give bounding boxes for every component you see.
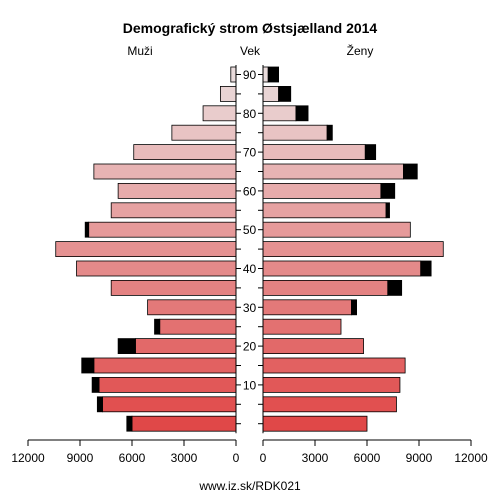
age-label-70: 70 <box>243 146 257 160</box>
male-bar-60-64 <box>117 182 237 199</box>
age-label-80: 80 <box>243 107 257 121</box>
male-bar-50-54 <box>88 221 237 238</box>
label-age: Vek <box>240 44 261 58</box>
female-bar-50-54 <box>262 221 411 238</box>
female-bar-85-89 <box>262 86 280 102</box>
female-bar-65-69 <box>262 163 404 180</box>
female-excess-65-69 <box>402 163 418 180</box>
female-excess-75-79 <box>326 124 333 141</box>
female-excess-35-39 <box>387 279 403 296</box>
female-excess-60-64 <box>380 182 396 199</box>
female-bar-55-59 <box>262 202 387 219</box>
male-bar-65-69 <box>93 163 237 180</box>
female-bar-60-64 <box>262 182 382 199</box>
male-bar-30-34 <box>147 299 237 316</box>
female-bar-0-4 <box>262 415 368 432</box>
female-bar-70-74 <box>262 144 366 161</box>
female-bar-10-14 <box>262 376 401 393</box>
male-bars <box>55 66 237 432</box>
female-bar-15-19 <box>262 357 406 374</box>
age-label-60: 60 <box>243 184 257 198</box>
female-bars <box>262 66 444 432</box>
x-tick-label-female-0: 0 <box>260 451 267 465</box>
male-excess-15-19 <box>81 357 95 374</box>
male-excess-50-54 <box>84 221 90 238</box>
female-excess-80-84 <box>295 105 309 122</box>
male-bar-40-44 <box>76 260 237 277</box>
x-tick-label-male-9000: 9000 <box>67 451 94 465</box>
age-axis: 90 80 70 60 50 40 30 20 10 <box>235 65 264 434</box>
male-bar-55-59 <box>110 202 237 219</box>
female-bar-30-34 <box>262 299 352 316</box>
x-axis-female: 0 3000 6000 9000 12000 <box>260 439 488 465</box>
male-bar-85-89 <box>219 86 237 102</box>
female-excess-90+ <box>267 66 280 83</box>
female-excess-55-59 <box>385 202 390 219</box>
female-bar-90+ <box>262 66 269 83</box>
x-tick-label-male-3000: 3000 <box>171 451 198 465</box>
male-bar-35-39 <box>110 279 237 296</box>
male-bar-20-24 <box>135 338 237 355</box>
male-excess-10-14 <box>91 376 100 393</box>
chart-title: Demografický strom Østsjælland 2014 <box>123 20 378 36</box>
male-bar-75-79 <box>171 124 237 141</box>
female-bar-5-9 <box>262 396 397 413</box>
female-bar-25-29 <box>262 318 342 335</box>
male-excess-25-29 <box>154 318 161 335</box>
male-bar-0-4 <box>131 415 237 432</box>
x-tick-label-female-9000: 9000 <box>406 451 433 465</box>
x-tick-label-male-12000: 12000 <box>11 451 45 465</box>
male-excess-20-24 <box>117 338 136 355</box>
female-excess-40-44 <box>420 260 432 277</box>
male-bar-80-84 <box>202 105 237 122</box>
age-label-40: 40 <box>243 262 257 276</box>
age-label-50: 50 <box>243 223 257 237</box>
male-bar-5-9 <box>102 396 237 413</box>
male-bar-15-19 <box>93 357 237 374</box>
x-tick-label-male-0: 0 <box>233 451 240 465</box>
footer-source: www.iz.sk/RDK021 <box>198 479 301 493</box>
female-bar-75-79 <box>262 124 328 141</box>
label-female: Ženy <box>347 43 374 58</box>
male-excess-5-9 <box>96 396 103 413</box>
female-excess-30-34 <box>350 299 357 316</box>
x-tick-label-female-6000: 6000 <box>354 451 381 465</box>
female-bar-35-39 <box>262 279 389 296</box>
age-label-30: 30 <box>243 301 257 315</box>
x-axis-male: 12000 9000 6000 3000 0 <box>11 439 240 465</box>
male-bar-70-74 <box>133 144 237 161</box>
age-label-90: 90 <box>243 68 257 82</box>
female-bar-45-49 <box>262 241 444 258</box>
male-bar-25-29 <box>159 318 237 335</box>
male-bar-90+ <box>230 66 237 83</box>
x-tick-label-female-12000: 12000 <box>454 451 488 465</box>
x-tick-label-female-3000: 3000 <box>302 451 329 465</box>
male-bar-45-49 <box>55 241 237 258</box>
female-bar-20-24 <box>262 338 364 355</box>
male-bar-10-14 <box>98 376 237 393</box>
female-excess-70-74 <box>364 144 377 161</box>
x-tick-label-male-6000: 6000 <box>119 451 146 465</box>
male-excess-0-4 <box>126 415 133 432</box>
female-bar-80-84 <box>262 105 297 122</box>
age-label-10: 10 <box>243 378 257 392</box>
female-excess-85-89 <box>278 86 292 102</box>
age-label-20: 20 <box>243 340 257 354</box>
label-male: Muži <box>127 44 152 58</box>
female-bar-40-44 <box>262 260 422 277</box>
